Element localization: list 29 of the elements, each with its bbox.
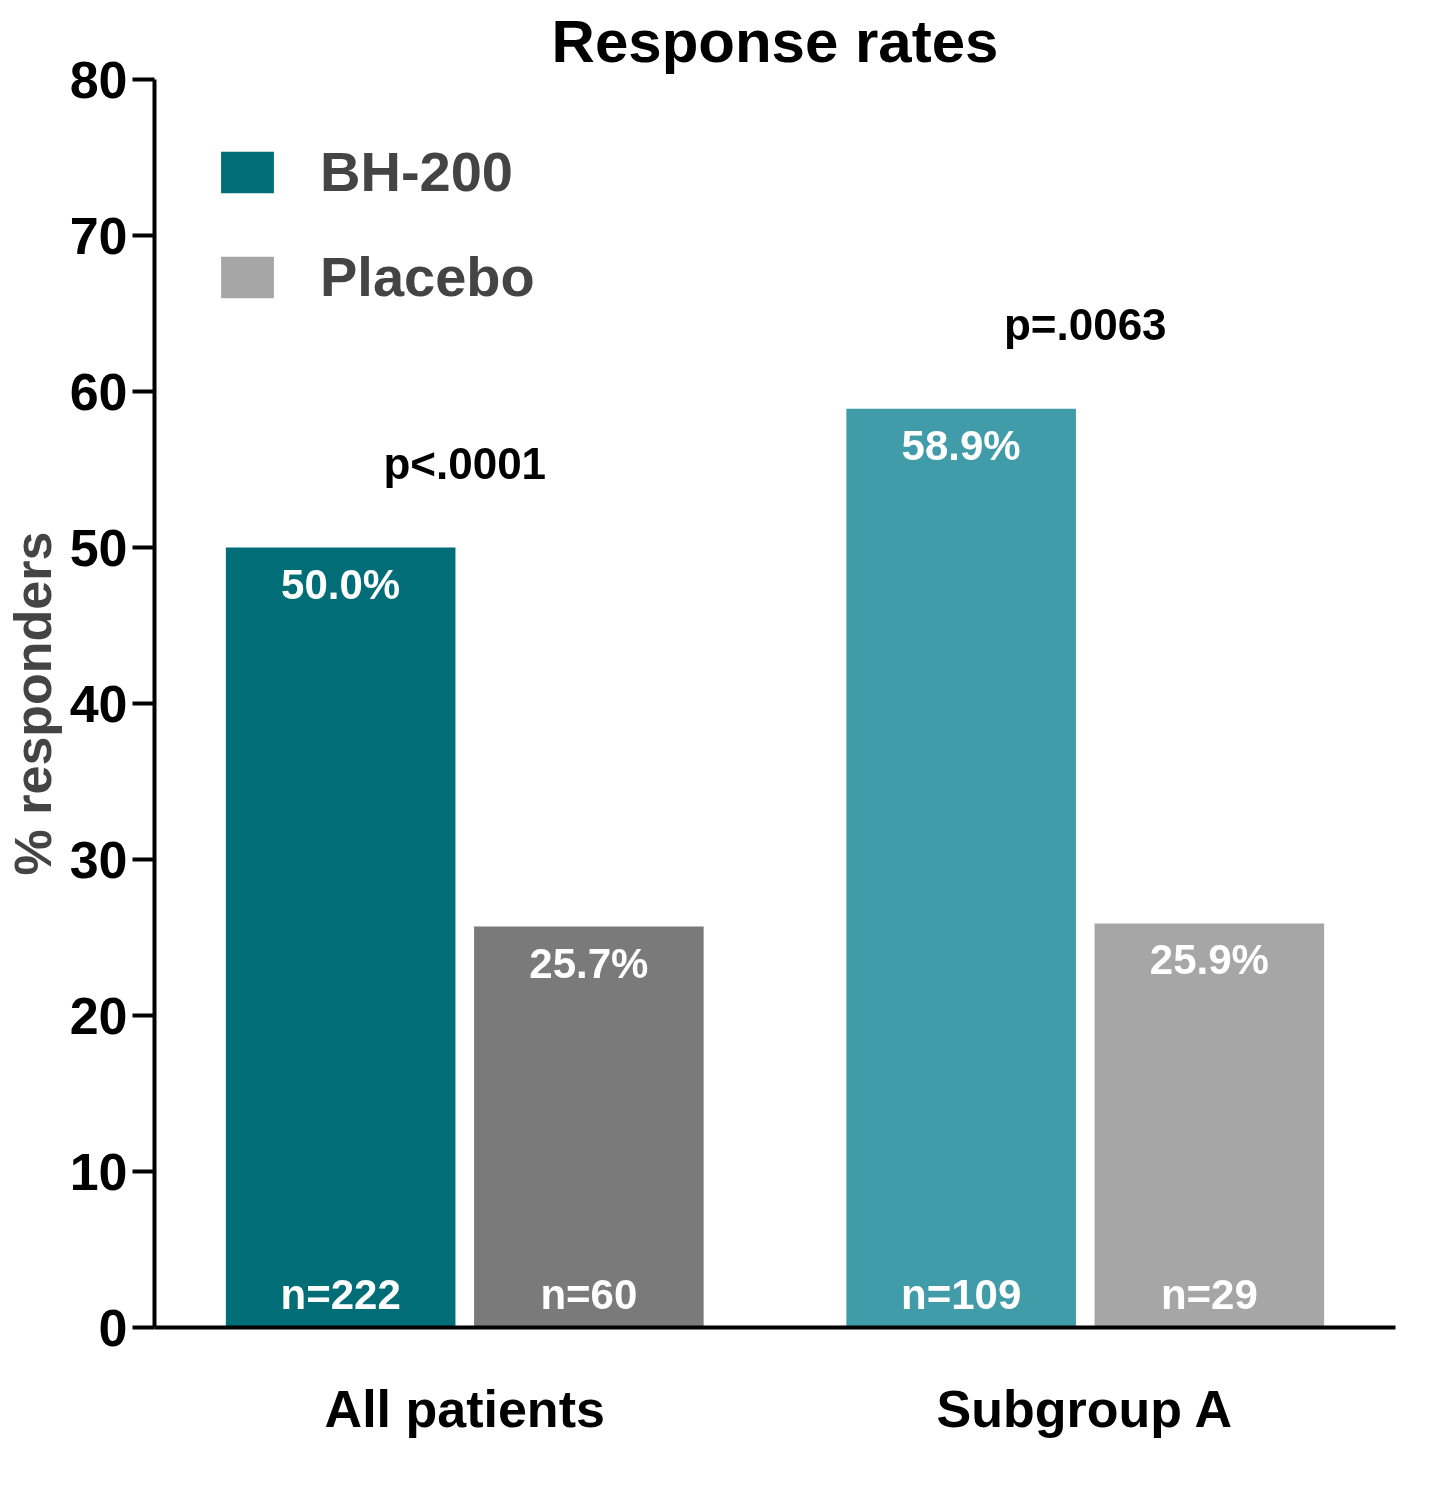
y-tick-label: 40 — [69, 674, 128, 733]
data-label: 25.9% — [1149, 936, 1269, 984]
bar — [225, 547, 456, 1328]
x-tick-label: All patients — [324, 1379, 605, 1438]
y-axis-title: % responders — [3, 531, 62, 876]
y-tick-label: 60 — [69, 362, 128, 421]
bar — [846, 408, 1076, 1328]
annotation: p<.0001 — [383, 438, 547, 488]
y-tick-label: 80 — [69, 50, 128, 109]
data-label: 50.0% — [281, 560, 401, 608]
legend-label: BH-200 — [320, 139, 513, 204]
chart-title: Response rates — [551, 7, 999, 75]
x-tick-label: Subgroup A — [936, 1379, 1233, 1438]
y-tick-label: 0 — [98, 1298, 128, 1357]
data-label: 25.7% — [529, 939, 649, 987]
annotation: p=.0063 — [1003, 299, 1167, 349]
annotation: n=109 — [901, 1270, 1022, 1318]
bar — [1094, 923, 1325, 1328]
legend-label: Placebo — [320, 244, 535, 309]
annotation: n=60 — [540, 1270, 638, 1318]
y-tick-label: 10 — [69, 1142, 128, 1201]
y-tick-label: 20 — [69, 986, 128, 1045]
y-tick-label: 70 — [69, 206, 128, 265]
y-tick-label: 50 — [69, 518, 128, 577]
annotation: n=222 — [280, 1270, 401, 1318]
bar — [474, 926, 704, 1328]
data-label: 58.9% — [901, 421, 1021, 469]
annotation: n=29 — [1160, 1270, 1258, 1318]
y-tick-label: 30 — [69, 830, 128, 889]
